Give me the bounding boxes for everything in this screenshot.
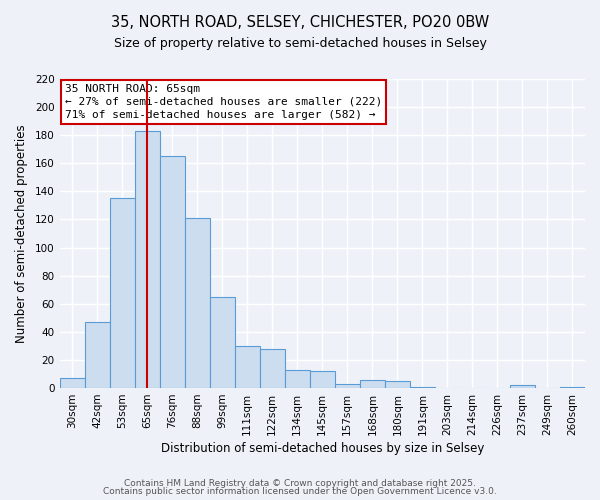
Bar — [235, 346, 260, 388]
Bar — [385, 381, 410, 388]
Y-axis label: Number of semi-detached properties: Number of semi-detached properties — [15, 124, 28, 343]
Bar — [185, 218, 209, 388]
Bar — [285, 370, 310, 388]
Bar — [310, 371, 335, 388]
Bar — [59, 378, 85, 388]
Bar — [360, 380, 385, 388]
Bar — [335, 384, 360, 388]
Bar — [110, 198, 134, 388]
Text: 35, NORTH ROAD, SELSEY, CHICHESTER, PO20 0BW: 35, NORTH ROAD, SELSEY, CHICHESTER, PO20… — [111, 15, 489, 30]
Text: Size of property relative to semi-detached houses in Selsey: Size of property relative to semi-detach… — [113, 38, 487, 51]
Text: 35 NORTH ROAD: 65sqm
← 27% of semi-detached houses are smaller (222)
71% of semi: 35 NORTH ROAD: 65sqm ← 27% of semi-detac… — [65, 84, 382, 120]
X-axis label: Distribution of semi-detached houses by size in Selsey: Distribution of semi-detached houses by … — [161, 442, 484, 455]
Bar — [85, 322, 110, 388]
Text: Contains public sector information licensed under the Open Government Licence v3: Contains public sector information licen… — [103, 487, 497, 496]
Bar — [510, 386, 535, 388]
Bar — [209, 297, 235, 388]
Text: Contains HM Land Registry data © Crown copyright and database right 2025.: Contains HM Land Registry data © Crown c… — [124, 478, 476, 488]
Bar — [134, 131, 160, 388]
Bar — [410, 386, 435, 388]
Bar — [560, 386, 585, 388]
Bar — [260, 348, 285, 388]
Bar — [160, 156, 185, 388]
